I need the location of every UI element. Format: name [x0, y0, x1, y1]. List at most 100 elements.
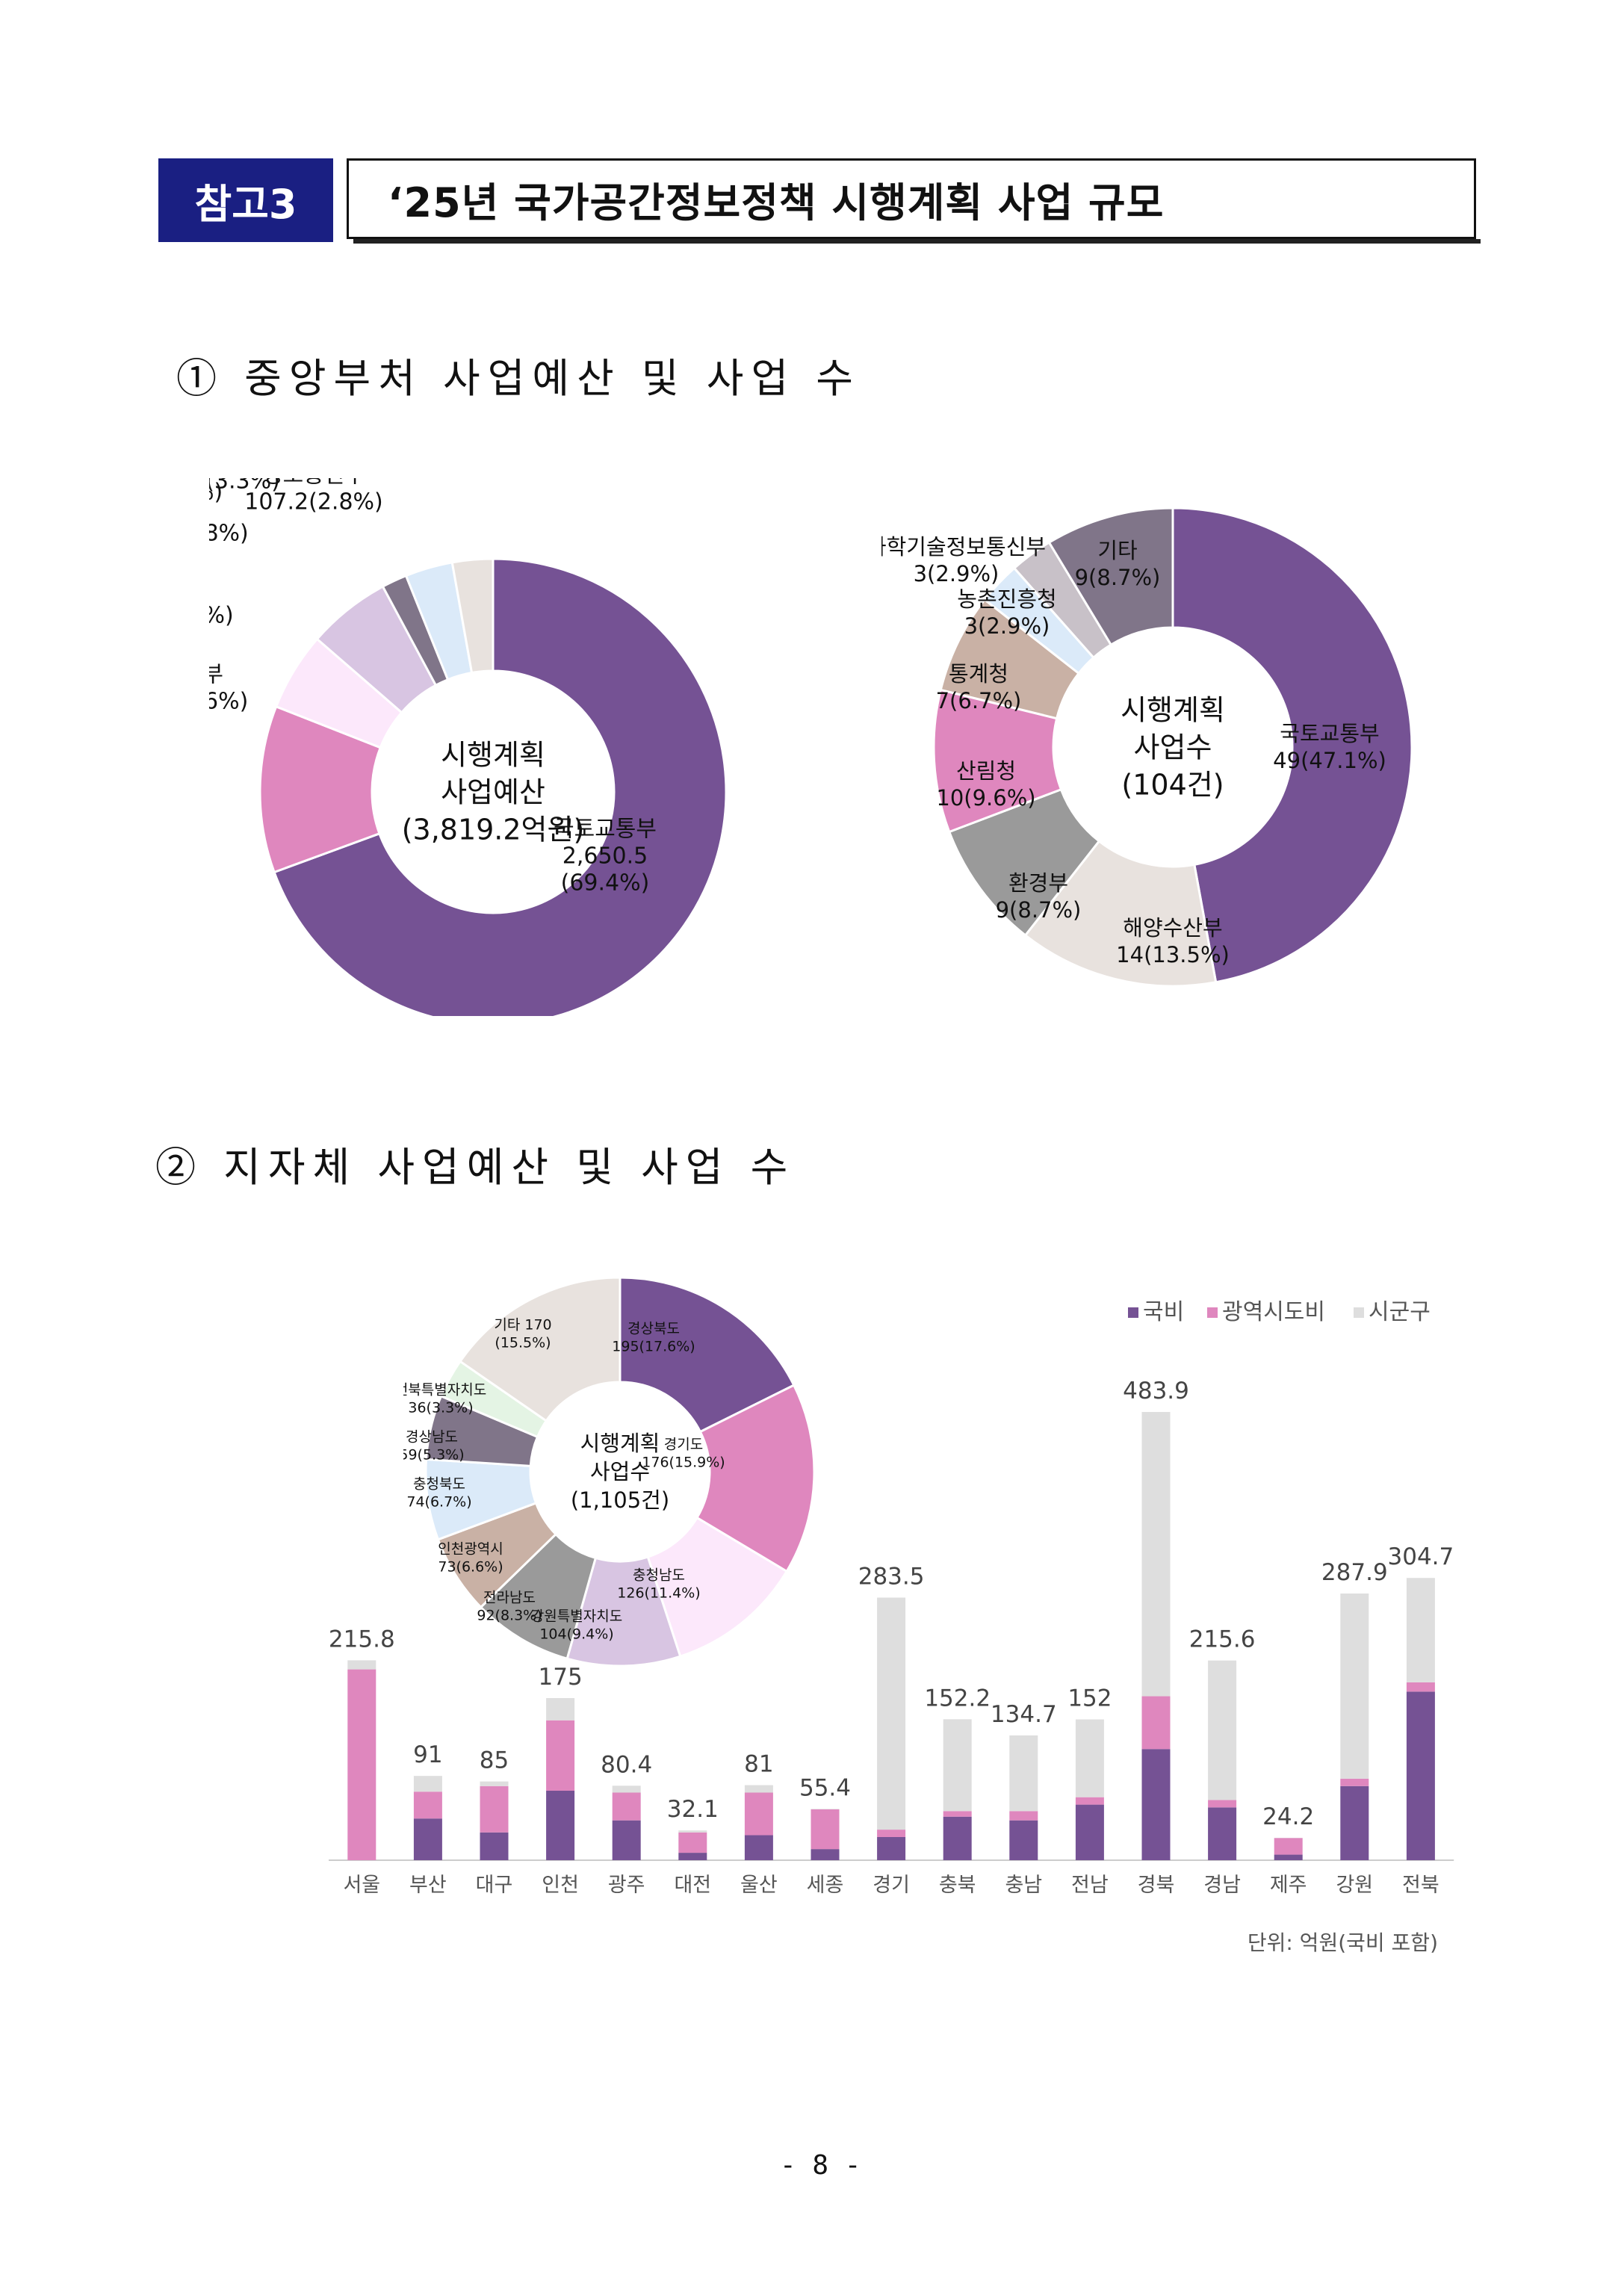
- slice-label: 통계청66.8(1.7%): [209, 478, 223, 506]
- bar-segment-provincial: [1406, 1682, 1435, 1692]
- category-label: 충북: [939, 1874, 976, 1897]
- category-label: 강원: [1336, 1874, 1373, 1897]
- bar-segment-national: [744, 1835, 773, 1860]
- slice-label: 기타 125.4(3.3%): [209, 478, 299, 495]
- category-label: 대전: [674, 1874, 711, 1897]
- slice-label: 경상남도 59(5.3%): [403, 1429, 465, 1464]
- slice-label: 해양수산부441.6(11.6%): [209, 662, 248, 715]
- slice-label: 강원특별자치도 104(9.4%): [531, 1608, 622, 1643]
- bar-segment-municipal: [612, 1785, 641, 1793]
- bar-total-label: 283.5: [858, 1563, 925, 1590]
- bar-total-label: 287.9: [1321, 1559, 1388, 1586]
- slice-label: 국토교통부 2,650.5 (69.4%): [554, 817, 657, 896]
- section-heading-local: ② 지자체 사업예산 및 사업 수: [155, 1144, 796, 1191]
- donut-slice: [619, 1276, 796, 1434]
- slice-label: 과학기술정보통신부107.2(2.8%): [244, 478, 383, 515]
- bar-segment-municipal: [347, 1660, 376, 1670]
- legend-swatch: [1128, 1307, 1138, 1318]
- category-label: 제주: [1270, 1874, 1307, 1897]
- bar-segment-provincial: [1075, 1797, 1104, 1805]
- slice-label: 농촌진흥청 3(2.9%): [957, 586, 1056, 639]
- bar-total-label: 215.8: [329, 1626, 395, 1653]
- bar-segment-provincial: [1009, 1811, 1038, 1821]
- bar-segment-provincial: [1141, 1696, 1171, 1750]
- bar-segment-provincial: [943, 1811, 972, 1817]
- bar-segment-municipal: [1208, 1660, 1237, 1800]
- donut-slice: [450, 557, 495, 675]
- section-heading-central: ① 중앙부처 사업예산 및 사업 수: [176, 355, 861, 402]
- bar-segment-national: [1274, 1854, 1303, 1860]
- slice-label: 기타 170 (15.5%): [494, 1317, 551, 1351]
- slice-label: 전북특별자치도 36(3.3%): [403, 1382, 486, 1416]
- bar-segment-national: [612, 1820, 641, 1860]
- bar-segment-national: [480, 1832, 509, 1860]
- legend-swatch: [1207, 1307, 1218, 1318]
- category-label: 세종: [807, 1874, 844, 1897]
- bar-segment-provincial: [877, 1830, 906, 1838]
- bar-segment-municipal: [1009, 1735, 1038, 1812]
- donut-slice: [1171, 507, 1413, 984]
- legend-swatch: [1354, 1307, 1364, 1318]
- bar-segment-provincial: [811, 1809, 840, 1850]
- bar-total-label: 483.9: [1123, 1378, 1189, 1404]
- legend-label: 광역시도비: [1222, 1299, 1325, 1325]
- donut-slice: [1047, 507, 1174, 647]
- bar-segment-municipal: [1340, 1594, 1369, 1779]
- bar-segment-national: [877, 1837, 906, 1860]
- bar-segment-national: [413, 1818, 442, 1860]
- category-label: 경기: [873, 1874, 910, 1897]
- category-label: 전남: [1071, 1874, 1109, 1897]
- donut-chart-local-count: 경상북도 195(17.6%) 경기도 176(15.9%) 충청남도 126(11.4%…: [403, 1276, 816, 1667]
- category-label: 경북: [1138, 1874, 1175, 1897]
- bar-segment-provincial: [612, 1792, 641, 1821]
- donut-center-label: 시행계획 사업예산 (3,819.2억원): [402, 738, 585, 846]
- donut-center-label: 시행계획 사업수 (1,105건): [571, 1431, 669, 1513]
- bar-total-label: 80.4: [601, 1751, 652, 1778]
- bar-segment-provincial: [480, 1785, 509, 1833]
- bar-segment-national: [1141, 1749, 1171, 1860]
- bar-segment-municipal: [480, 1781, 509, 1786]
- reference-tag: 참고3: [158, 158, 333, 242]
- bar-segment-national: [546, 1791, 575, 1860]
- bar-segment-national: [943, 1816, 972, 1860]
- category-label: 서울: [343, 1874, 380, 1897]
- bar-total-label: 85: [480, 1747, 509, 1774]
- slice-label: 환경부 9(8.7%): [996, 870, 1082, 923]
- bar-segment-municipal: [1075, 1719, 1104, 1797]
- slice-label: 인천광역시 73(6.6%): [438, 1541, 503, 1576]
- slice-label: 과학기술정보통신부 3(2.9%): [881, 534, 1046, 586]
- bar-segment-provincial: [1340, 1778, 1369, 1786]
- slice-label: 산림청207.1(5.4%): [209, 576, 234, 629]
- bar-segment-national: [811, 1849, 840, 1860]
- category-label: 부산: [409, 1874, 447, 1897]
- bar-total-label: 134.7: [991, 1701, 1057, 1728]
- slice-label: 환경부220.5(5.8%): [209, 494, 249, 547]
- bar-segment-provincial: [678, 1832, 707, 1853]
- stacked-bar-chart-local-budget: 215.8 서울 91 부산 85 대구 175 인천 80.4 광주 32.1 대전 81 울산 55.4…: [329, 1299, 1454, 1955]
- slice-label: 충청남도 126(11.4%): [617, 1567, 700, 1602]
- bar-segment-national: [1208, 1807, 1237, 1860]
- bar-segment-national: [1075, 1804, 1104, 1860]
- bar-total-label: 152.2: [924, 1685, 991, 1712]
- bar-segment-provincial: [1274, 1838, 1303, 1855]
- slice-label: 국토교통부 49(47.1%): [1273, 721, 1386, 773]
- donut-center-label: 시행계획 사업수 (104건): [1121, 693, 1225, 801]
- slice-label: 해양수산부 14(13.5%): [1116, 915, 1230, 967]
- donut-chart-project-count: 국토교통부 49(47.1%) 해양수산부 14(13.5%) 환경부 9(8.7%) 산림…: [881, 507, 1413, 988]
- bar-segment-municipal: [1406, 1578, 1435, 1682]
- donut-slice: [458, 1276, 622, 1422]
- bar-segment-provincial: [413, 1791, 442, 1819]
- page-title: ‘25년 국가공간정보정책 시행계획 사업 규모: [347, 158, 1481, 244]
- bar-total-label: 55.4: [799, 1774, 851, 1801]
- bar-segment-municipal: [877, 1597, 906, 1830]
- bar-total-label: 304.7: [1388, 1543, 1454, 1570]
- category-label: 울산: [740, 1874, 778, 1897]
- slice-label: 통계청 7(6.7%): [936, 661, 1022, 713]
- bar-segment-national: [1406, 1691, 1435, 1860]
- category-label: 전북: [1402, 1874, 1439, 1897]
- slice-label: 충청북도 74(6.7%): [406, 1476, 471, 1511]
- donut-slice: [695, 1384, 816, 1573]
- bar-segment-provincial: [1208, 1800, 1237, 1808]
- category-label: 인천: [542, 1874, 579, 1897]
